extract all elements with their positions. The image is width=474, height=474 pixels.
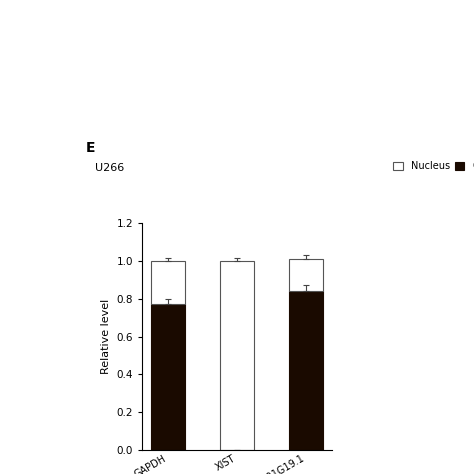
Bar (289, 291, 323, 450)
Bar (151, 304, 185, 450)
Bar (289, 259, 323, 291)
Legend: Nucleus, Cytoplasm: Nucleus, Cytoplasm (391, 159, 474, 173)
Text: U266: U266 (95, 163, 124, 173)
Text: E: E (85, 140, 95, 155)
Bar (151, 261, 185, 304)
Bar (220, 261, 254, 450)
Y-axis label: Relative level: Relative level (101, 299, 111, 374)
